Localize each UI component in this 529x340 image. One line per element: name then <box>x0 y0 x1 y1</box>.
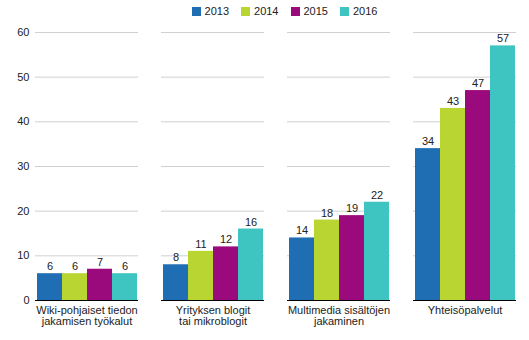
svg-text:7: 7 <box>97 256 103 268</box>
svg-text:10: 10 <box>17 249 29 261</box>
svg-text:60: 60 <box>17 26 29 38</box>
svg-text:16: 16 <box>245 216 257 228</box>
html-text:2015: 2015 <box>303 5 328 17</box>
svg-text:22: 22 <box>371 189 383 201</box>
svg-text:Multimedia sisältöjenjakaminen: Multimedia sisältöjenjakaminen <box>288 304 390 327</box>
html-text:2013: 2013 <box>204 5 229 17</box>
svg-text:0: 0 <box>23 294 29 306</box>
svg-text:6: 6 <box>72 260 78 272</box>
svg-text:40: 40 <box>17 115 29 127</box>
svg-text:14: 14 <box>296 224 308 236</box>
svg-text:Wiki-pohjaiset tiedonjakamisen: Wiki-pohjaiset tiedonjakamisen työkalut <box>36 304 138 327</box>
html-text:2016: 2016 <box>353 5 378 17</box>
svg-text:34: 34 <box>422 135 434 147</box>
svg-text:47: 47 <box>472 77 484 89</box>
svg-text:19: 19 <box>346 202 358 214</box>
svg-text:18: 18 <box>321 207 333 219</box>
svg-text:50: 50 <box>17 71 29 83</box>
svg-text:6: 6 <box>122 260 128 272</box>
svg-text:6: 6 <box>47 260 53 272</box>
svg-text:57: 57 <box>497 32 509 44</box>
svg-text:Yrityksen blogittai mikroblogi: Yrityksen blogittai mikroblogit <box>176 304 251 327</box>
svg-text:30: 30 <box>17 160 29 172</box>
svg-text:43: 43 <box>447 95 459 107</box>
svg-text:11: 11 <box>195 238 206 250</box>
svg-text:20: 20 <box>17 205 29 217</box>
html-text:2014: 2014 <box>254 5 279 17</box>
svg-text:12: 12 <box>220 233 232 245</box>
svg-text:Yhteisöpalvelut: Yhteisöpalvelut <box>428 304 503 316</box>
svg-text:8: 8 <box>173 251 179 263</box>
